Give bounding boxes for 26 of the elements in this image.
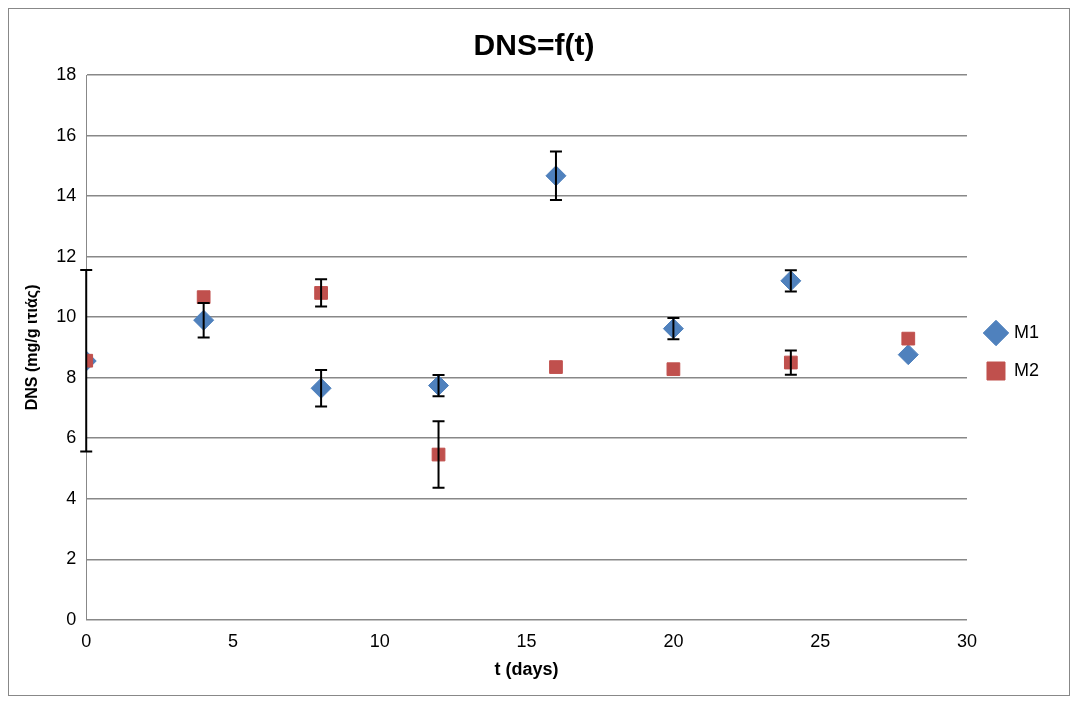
x-tick-label: 0	[81, 630, 92, 651]
y-tick-label: 14	[56, 185, 77, 206]
point	[666, 362, 681, 377]
point	[897, 344, 919, 366]
point	[549, 360, 563, 374]
y-tick-label: 10	[56, 306, 77, 327]
x-tick-label: 25	[810, 630, 831, 651]
x-tick-label: 5	[228, 630, 239, 651]
point	[901, 331, 916, 346]
y-axis-title: DNS (mg/g ιτιάς)	[23, 284, 42, 411]
chart-title: DNS=f(t)	[473, 28, 595, 62]
y-tick-label: 6	[66, 427, 77, 448]
y-tick-label: 2	[66, 548, 77, 569]
x-tick-label: 10	[369, 630, 390, 651]
y-tick-label: 12	[56, 245, 77, 266]
y-tick-label: 16	[56, 124, 77, 145]
y-tick-label: 8	[66, 366, 77, 387]
legend-label: M2	[1014, 359, 1040, 380]
y-tick-label: 0	[66, 608, 77, 629]
y-tick-label: 18	[56, 63, 77, 84]
y-tick-label: 4	[66, 487, 77, 508]
legend-label: M1	[1014, 321, 1040, 342]
x-axis-title: t (days)	[494, 659, 559, 680]
x-tick-label: 30	[956, 630, 978, 651]
x-tick-label: 15	[516, 630, 537, 651]
x-tick-label: 20	[663, 630, 684, 651]
